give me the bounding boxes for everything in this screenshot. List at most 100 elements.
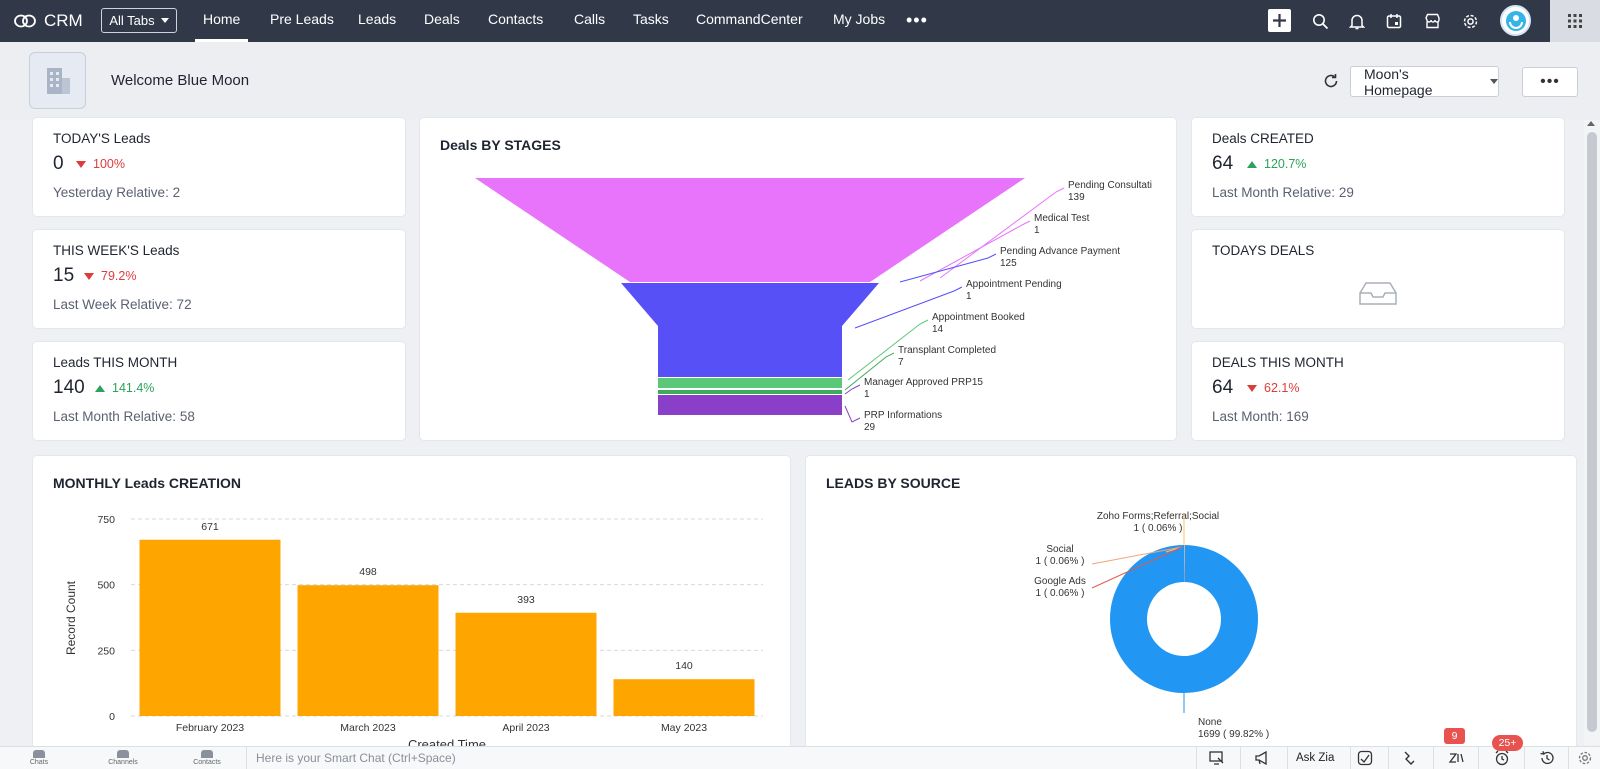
avatar[interactable] <box>1500 5 1531 36</box>
crm-logo[interactable]: CRM <box>14 0 83 42</box>
funnel-label-pending-advance-payment-leader-line <box>899 253 997 283</box>
chats-button[interactable]: Chats <box>24 747 54 769</box>
app-grid-icon[interactable] <box>1550 0 1600 42</box>
bar <box>139 539 281 716</box>
marketplace-icon[interactable] <box>1421 10 1443 32</box>
kpi-card-month-leads[interactable]: Leads THIS MONTH 140 141.4% Last Month R… <box>33 342 405 440</box>
tab-commandcenter[interactable]: CommandCenter <box>696 11 803 27</box>
donut-label: None <box>1198 717 1222 728</box>
tab-calls[interactable]: Calls <box>574 11 606 27</box>
kpi-value: 0 <box>53 153 64 174</box>
activities-icon[interactable] <box>1402 750 1418 766</box>
monthly-leads-creation-card: MONTHLY Leads CREATION 0 250 500 750 Record … <box>33 456 790 756</box>
bar <box>455 612 597 716</box>
welcome-text: Welcome Blue Moon <box>111 72 250 89</box>
bell-icon[interactable] <box>1346 10 1368 32</box>
divider <box>1478 747 1479 769</box>
kpi-title: DEALS THIS MONTH <box>1212 355 1344 370</box>
divider <box>1433 747 1434 769</box>
donut-label: Zoho Forms;Referral;Social <box>1097 511 1219 522</box>
funnel-label-prp-informations-value: 29 <box>864 422 876 433</box>
funnel-label-manager-approved-prp15: Manager Approved PRP15 <box>864 377 983 388</box>
screen-share-icon[interactable] <box>1209 750 1225 766</box>
funnel-label-appointment-pending: Appointment Pending <box>966 279 1062 290</box>
zia-icon[interactable] <box>1448 750 1464 766</box>
divider <box>1568 747 1569 769</box>
donut-value-label: 1 ( 0.06% ) <box>1036 556 1085 567</box>
kpi-card-week-leads[interactable]: THIS WEEK'S Leads 15 79.2% Last Week Rel… <box>33 230 405 328</box>
funnel-label-transplant-completed-leader-line <box>844 352 895 391</box>
gear-icon[interactable] <box>1459 10 1481 32</box>
tab-contacts[interactable]: Contacts <box>488 11 544 27</box>
smart-chat-input[interactable]: Here is your Smart Chat (Ctrl+Space) <box>246 747 1196 769</box>
divider <box>1350 747 1351 769</box>
kpi-change: 141.4% <box>95 381 154 395</box>
kpi-title: Deals CREATED <box>1212 131 1314 146</box>
kpi-card-deals-created[interactable]: Deals CREATED 64 120.7% Last Month Relat… <box>1192 118 1564 216</box>
donut-label: Social <box>1046 544 1073 555</box>
funnel-label-medical-test-value: 1 <box>1034 225 1040 236</box>
x-tick-label: April 2023 <box>502 722 549 734</box>
down-arrow-icon <box>76 160 86 168</box>
kpi-change-value: 141.4% <box>112 381 155 395</box>
megaphone-icon[interactable] <box>1254 750 1270 766</box>
bar <box>297 585 439 716</box>
donut-slice-google-ads <box>1184 545 1185 583</box>
chevron-down-icon <box>1490 79 1498 84</box>
divider <box>1388 747 1389 769</box>
signals-icon[interactable] <box>1357 750 1373 766</box>
all-tabs-button[interactable]: All Tabs <box>101 8 177 33</box>
funnel-label-appointment-booked-value: 14 <box>932 324 944 335</box>
tab-tasks[interactable]: Tasks <box>633 11 669 27</box>
kpi-title: Leads THIS MONTH <box>53 355 178 370</box>
history-icon[interactable] <box>1539 750 1555 766</box>
up-arrow-icon <box>1247 160 1257 168</box>
kpi-card-todays-leads[interactable]: TODAY'S Leads 0 100% Yesterday Relative:… <box>33 118 405 216</box>
kpi-title: THIS WEEK'S Leads <box>53 243 180 258</box>
organization-icon <box>29 52 86 109</box>
donut-leader-line <box>1091 546 1183 589</box>
funnel-label-prp-informations-leader-line <box>844 405 861 423</box>
crm-logo-icon <box>14 14 36 28</box>
ask-zia-button[interactable]: Ask Zia <box>1296 752 1335 764</box>
tab-home[interactable]: Home <box>194 0 249 42</box>
calendar-icon[interactable] <box>1383 10 1405 32</box>
contacts-button[interactable]: Contacts <box>189 747 225 769</box>
tab-my-jobs[interactable]: My Jobs <box>833 11 886 27</box>
down-arrow-icon <box>1247 384 1257 392</box>
more-tabs-button[interactable]: ••• <box>906 10 928 30</box>
kpi-card-todays-deals[interactable]: TODAYS DEALS <box>1192 230 1564 328</box>
chart-title: Deals BY STAGES <box>440 137 561 153</box>
funnel-label-manager-approved-prp15-value: 1 <box>864 389 870 400</box>
search-icon[interactable] <box>1309 10 1331 32</box>
donut-label: Google Ads <box>1034 576 1086 587</box>
scrollbar-thumb[interactable] <box>1587 132 1597 732</box>
tab-leads[interactable]: Leads <box>358 11 397 27</box>
funnel-segment-pending-advance-payment <box>621 283 879 377</box>
bar-data-label: 140 <box>675 660 693 672</box>
funnel-label-appointment-booked: Appointment Booked <box>932 312 1025 323</box>
divider <box>1287 747 1288 769</box>
alarm-icon[interactable] <box>1494 750 1510 766</box>
top-navigation-bar: CRM All Tabs Home Pre Leads Leads Deals … <box>0 0 1600 42</box>
homepage-select[interactable]: Moon's Homepage <box>1350 66 1499 98</box>
alarm-notification-badge: 25+ <box>1492 735 1523 751</box>
kpi-card-deals-this-month[interactable]: DEALS THIS MONTH 64 62.1% Last Month: 16… <box>1192 342 1564 440</box>
chats-label: Chats <box>29 759 49 766</box>
tab-deals[interactable]: Deals <box>424 11 460 27</box>
settings-icon[interactable] <box>1577 750 1593 766</box>
channels-button[interactable]: Channels <box>103 747 143 769</box>
kpi-subtext: Last Month Relative: 29 <box>1212 185 1354 200</box>
plus-icon[interactable] <box>1268 9 1291 32</box>
bottom-bar: Chats Channels Contacts Here is your Sma… <box>0 746 1600 769</box>
refresh-icon[interactable] <box>1322 72 1342 92</box>
tab-pre-leads[interactable]: Pre Leads <box>270 11 334 27</box>
more-options-button[interactable]: ••• <box>1522 67 1578 97</box>
scroll-up-arrow[interactable] <box>1587 121 1595 126</box>
bar-data-label: 393 <box>517 594 535 606</box>
x-tick-label: February 2023 <box>176 722 244 734</box>
kpi-title: TODAYS DEALS <box>1212 243 1315 258</box>
x-tick-label: March 2023 <box>340 722 396 734</box>
channels-icon <box>117 750 129 758</box>
